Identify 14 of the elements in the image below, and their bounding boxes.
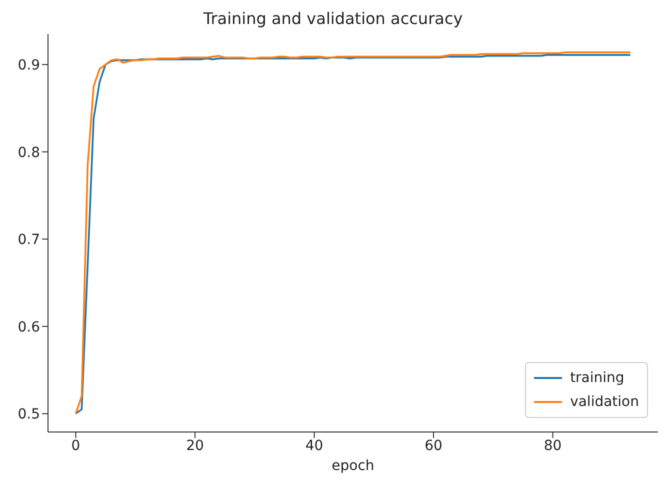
y-tick-label: 0.7 [18, 232, 40, 248]
x-tick-label: 60 [424, 438, 442, 454]
y-tick-label: 0.6 [18, 319, 40, 336]
x-tick-label: 40 [305, 438, 324, 454]
y-tick-label: 0.9 [18, 58, 40, 74]
legend-label: validation [570, 393, 639, 412]
x-tick-label: 0 [71, 438, 80, 454]
legend-label: training [570, 369, 624, 388]
x-tick-label: 80 [544, 438, 562, 454]
y-tick-label: 0.5 [18, 406, 40, 423]
x-tick-label: 20 [186, 438, 204, 454]
x-axis-title: epoch [332, 458, 374, 474]
y-tick-label: 0.8 [18, 144, 40, 161]
chart-title: Training and validation accuracy [202, 8, 464, 30]
